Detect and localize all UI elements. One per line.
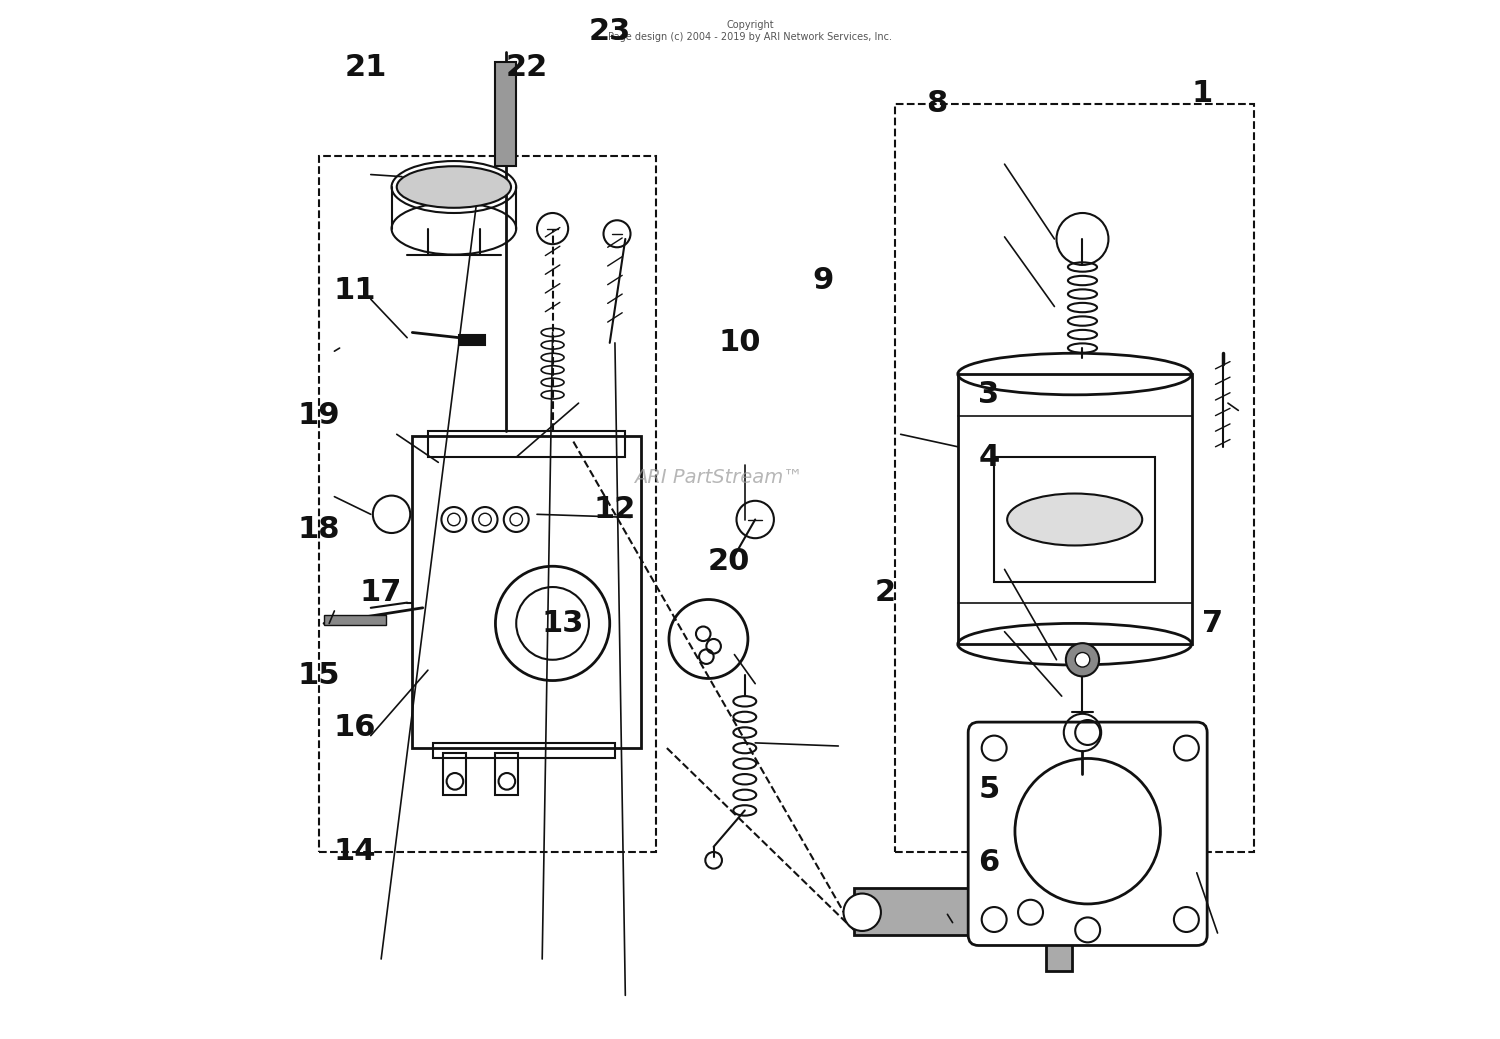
Text: 10: 10: [718, 328, 760, 357]
Bar: [320, 156, 657, 852]
Text: 3: 3: [978, 380, 999, 409]
Text: 11: 11: [334, 276, 376, 305]
FancyBboxPatch shape: [968, 722, 1208, 945]
Circle shape: [843, 894, 880, 931]
Bar: [1046, 868, 1072, 971]
Ellipse shape: [1007, 494, 1142, 545]
Text: 8: 8: [927, 89, 948, 118]
Bar: [459, 335, 484, 345]
Text: 19: 19: [297, 401, 340, 430]
Text: 12: 12: [594, 495, 636, 524]
Text: 7: 7: [1202, 609, 1222, 638]
Text: 16: 16: [334, 713, 376, 742]
Ellipse shape: [396, 166, 512, 208]
Bar: [495, 753, 519, 795]
Text: 23: 23: [588, 17, 632, 46]
Text: Copyright
Page design (c) 2004 - 2019 by ARI Network Services, Inc.: Copyright Page design (c) 2004 - 2019 by…: [608, 21, 892, 42]
Text: 9: 9: [812, 266, 834, 295]
Text: 14: 14: [334, 837, 376, 867]
Text: 20: 20: [708, 547, 750, 576]
Bar: [413, 436, 640, 748]
Text: 4: 4: [978, 443, 999, 472]
Text: 15: 15: [297, 661, 340, 690]
Text: ARI PartStream™: ARI PartStream™: [634, 469, 802, 487]
Text: 6: 6: [978, 848, 999, 877]
Text: 21: 21: [345, 53, 387, 82]
Bar: [853, 888, 1052, 935]
Bar: [444, 753, 466, 795]
Text: 2: 2: [874, 578, 896, 607]
Text: 22: 22: [506, 53, 548, 82]
Bar: [427, 431, 626, 457]
Circle shape: [1076, 652, 1090, 667]
Text: 1: 1: [1191, 79, 1212, 108]
Text: 5: 5: [978, 775, 999, 804]
Bar: [896, 104, 1254, 852]
Text: 17: 17: [360, 578, 402, 607]
Bar: [994, 457, 1155, 582]
Text: 18: 18: [297, 515, 340, 544]
Text: 13: 13: [542, 609, 584, 638]
Bar: [958, 374, 1191, 644]
Circle shape: [1066, 643, 1100, 676]
Bar: [433, 743, 615, 758]
Bar: [324, 615, 387, 625]
Bar: [495, 62, 516, 166]
